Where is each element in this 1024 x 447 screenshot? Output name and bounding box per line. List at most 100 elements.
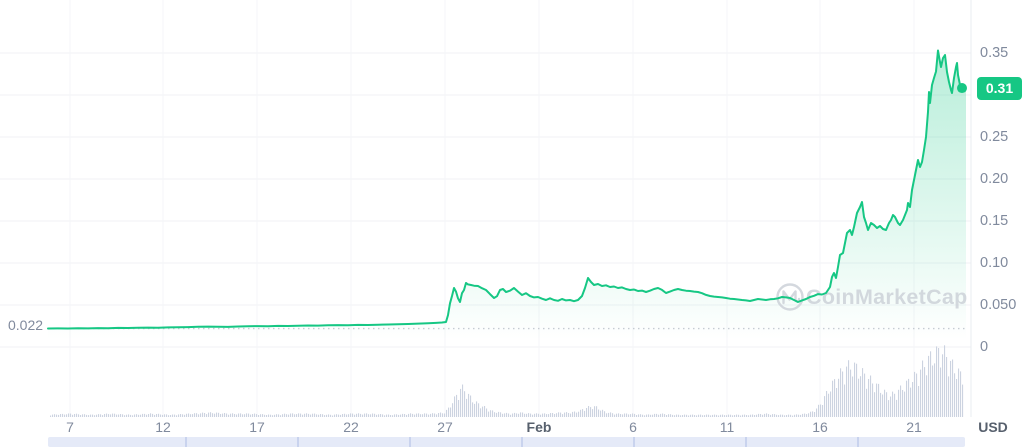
volume-bar [568, 413, 570, 417]
y-axis-tick: 0 [980, 339, 989, 355]
volume-bar [594, 406, 596, 417]
x-axis-tick: 6 [629, 419, 637, 435]
volume-bar [422, 414, 424, 417]
volume-bar [166, 414, 168, 417]
volume-bar [118, 414, 120, 417]
volume-bar [608, 412, 610, 417]
volume-bar [384, 415, 386, 417]
volume-bar [696, 415, 698, 417]
volume-bar [510, 414, 512, 417]
volume-bar [888, 400, 890, 417]
volume-bar [432, 413, 434, 417]
volume-bar [558, 412, 560, 417]
volume-bar [512, 413, 514, 417]
volume-bar [68, 413, 70, 417]
volume-bar [792, 415, 794, 417]
volume-bar [398, 414, 400, 417]
volume-bar [694, 415, 696, 417]
volume-bar [936, 346, 938, 417]
volume-bar [560, 412, 562, 417]
volume-bar [342, 414, 344, 417]
volume-bar [256, 414, 258, 417]
volume-bar [506, 412, 508, 417]
volume-bar [128, 414, 130, 417]
volume-bar [852, 376, 854, 417]
volume-bar [864, 373, 866, 417]
volume-bar [828, 393, 830, 417]
volume-bar [900, 385, 902, 417]
volume-bar [758, 413, 760, 417]
volume-bar [786, 415, 788, 417]
volume-bar [516, 413, 518, 417]
volume-bar [242, 414, 244, 417]
volume-bar [582, 409, 584, 417]
volume-bar [466, 398, 468, 417]
volume-bar [846, 366, 848, 417]
volume-bar [734, 415, 736, 417]
volume-bar [832, 380, 834, 417]
volume-bar [152, 413, 154, 417]
volume-bar [64, 414, 66, 417]
volume-bar [638, 414, 640, 417]
date-range-slider[interactable] [48, 437, 965, 447]
volume-bar [602, 409, 604, 417]
volume-bar [536, 413, 538, 417]
volume-bar [886, 392, 888, 417]
volume-bar [722, 414, 724, 417]
volume-bar [102, 415, 104, 417]
volume-bar [772, 414, 774, 417]
volume-bar [424, 413, 426, 417]
volume-bar [482, 406, 484, 417]
volume-bar [268, 414, 270, 417]
volume-bar [908, 378, 910, 417]
volume-bar [566, 412, 568, 417]
volume-bar [330, 414, 332, 417]
volume-bar [924, 367, 926, 417]
volume-bar [596, 406, 598, 417]
volume-bar [844, 384, 846, 417]
volume-bar [642, 414, 644, 417]
volume-bar [720, 414, 722, 417]
volume-bar [370, 414, 372, 417]
volume-bar [860, 376, 862, 417]
y-axis-tick: 0.35 [980, 45, 1009, 61]
volume-bar [646, 414, 648, 417]
volume-bar [604, 411, 606, 417]
volume-bar [804, 413, 806, 417]
volume-bar [54, 414, 56, 417]
volume-bar [368, 414, 370, 417]
volume-bar [796, 414, 798, 417]
volume-bar [776, 414, 778, 417]
volume-bar [372, 413, 374, 417]
y-axis-tick: 0.25 [980, 129, 1009, 145]
volume-bar [802, 413, 804, 417]
volume-bar [244, 414, 246, 417]
volume-bar [736, 414, 738, 417]
volume-bar [476, 401, 478, 417]
volume-bar [688, 415, 690, 417]
volume-bar [762, 414, 764, 417]
volume-bar [428, 414, 430, 417]
volume-bar [62, 413, 64, 417]
volume-bar [204, 413, 206, 417]
range-slider-separator [521, 437, 523, 447]
volume-bar [756, 414, 758, 417]
volume-bar [146, 414, 148, 417]
volume-bar [788, 414, 790, 417]
volume-bar [918, 386, 920, 417]
volume-bar [390, 415, 392, 417]
volume-bar [130, 414, 132, 417]
volume-bar [504, 413, 506, 417]
volume-bar [426, 413, 428, 417]
y-axis-tick: 0.10 [980, 255, 1009, 271]
y-axis-tick: 0.20 [980, 171, 1009, 187]
volume-bar [70, 413, 72, 417]
volume-bar [708, 414, 710, 417]
volume-bar [154, 414, 156, 417]
volume-bar [554, 414, 556, 417]
volume-bar [378, 414, 380, 417]
volume-bar [662, 413, 664, 417]
volume-bar [682, 415, 684, 417]
volume-bar [588, 406, 590, 417]
